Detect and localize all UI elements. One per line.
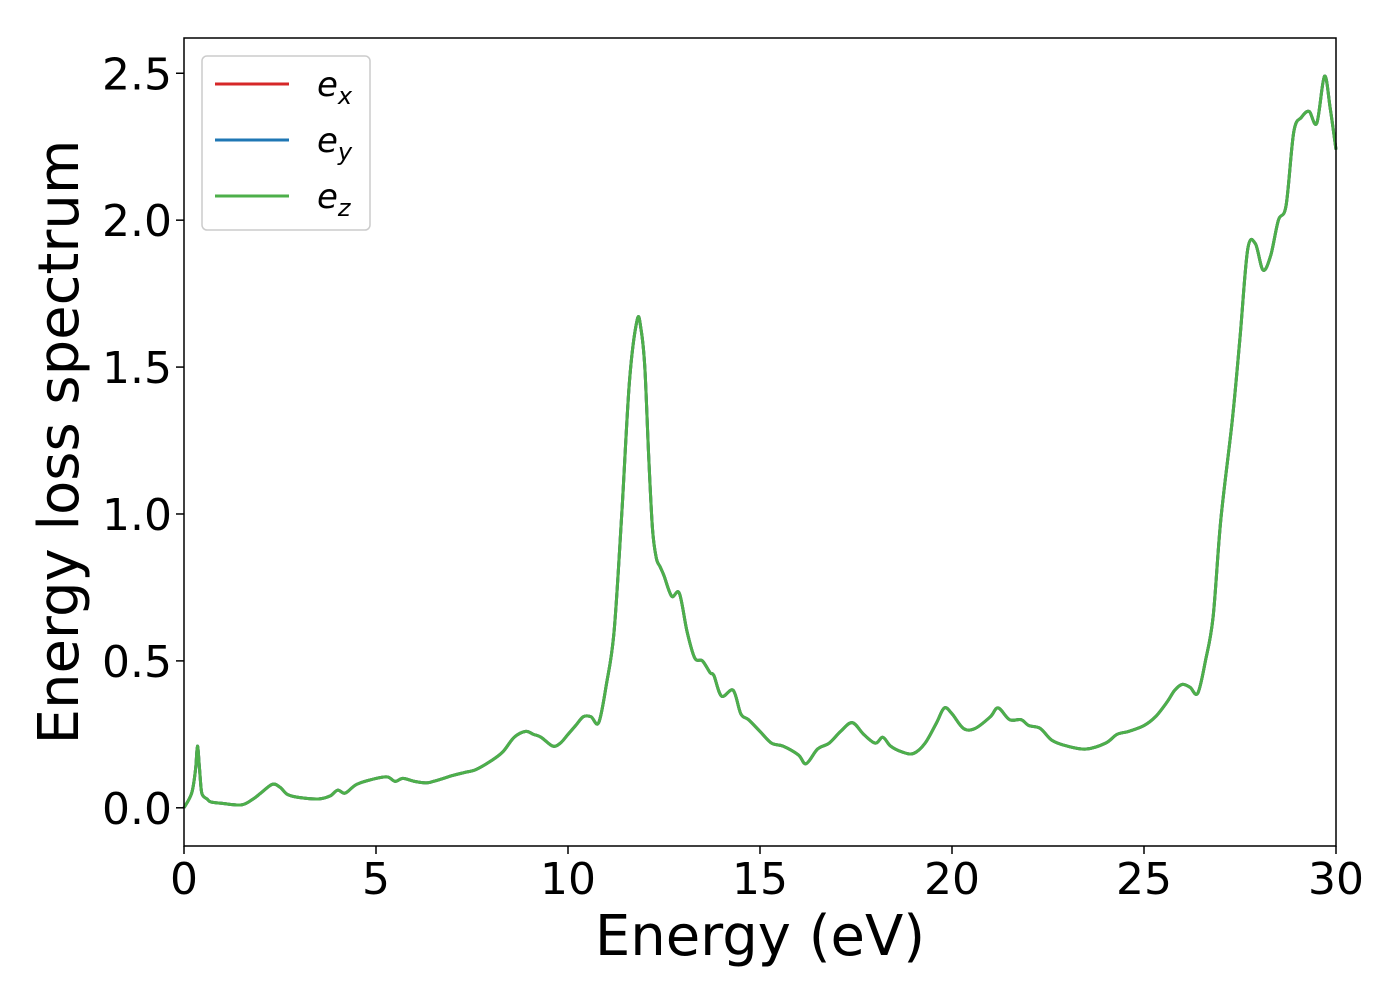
legend-label-e-z: ez: [317, 177, 352, 222]
y-axis-ticks: 0.0 0.5 1.0 1.5 2.0 2.5: [102, 49, 184, 835]
x-axis-ticks: 0 5 10 15 20 25 30: [170, 846, 1364, 905]
x-tick-label: 10: [540, 854, 596, 905]
x-tick-label: 25: [1116, 854, 1172, 905]
x-tick-label: 5: [362, 854, 390, 905]
y-axis-title: Energy loss spectrum: [27, 140, 92, 745]
x-axis-title: Energy (eV): [595, 904, 925, 969]
series-line-e-z: [182, 74, 1338, 809]
legend-label-e-x: ex: [317, 65, 353, 110]
x-tick-label: 30: [1308, 854, 1364, 905]
y-tick-label: 0.0: [102, 784, 172, 835]
x-tick-label: 0: [170, 854, 198, 905]
series-layer: [182, 74, 1338, 809]
y-tick-label: 0.5: [102, 637, 172, 688]
y-tick-label: 2.0: [102, 196, 172, 247]
y-tick-label: 1.5: [102, 343, 172, 394]
y-tick-label: 2.5: [102, 49, 172, 100]
legend-box: [201, 55, 371, 231]
x-tick-label: 20: [924, 854, 980, 905]
x-tick-label: 15: [732, 854, 788, 905]
legend: ex ey ez: [201, 55, 371, 231]
legend-label-e-y: ey: [317, 121, 353, 166]
y-tick-label: 1.0: [102, 490, 172, 541]
